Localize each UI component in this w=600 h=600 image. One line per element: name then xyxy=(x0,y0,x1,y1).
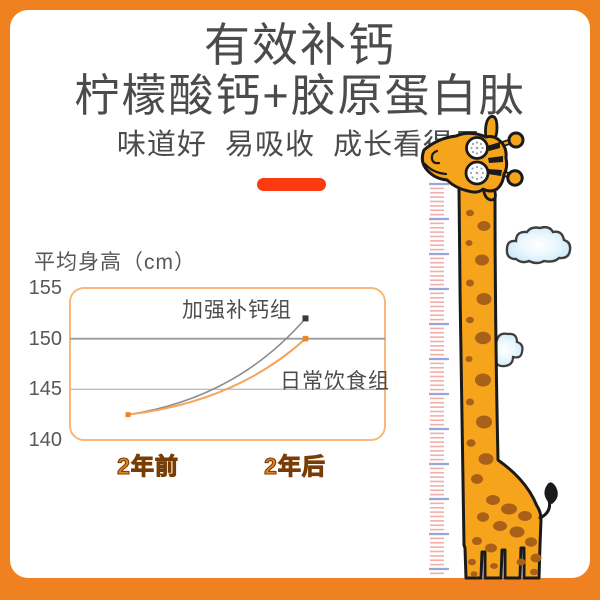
ytick-140: 140 xyxy=(28,429,62,451)
giraffe xyxy=(420,115,558,580)
giraffe-eye-top xyxy=(465,136,489,160)
giraffe-mouth xyxy=(423,162,448,176)
giraffe-tail-tuft xyxy=(544,482,558,504)
xtick-0: 2年前 xyxy=(117,452,179,479)
marker-end-0 xyxy=(302,315,309,322)
headline-line2: 柠檬酸钙+胶原蛋白肽 xyxy=(74,70,526,121)
giraffe-stripes xyxy=(487,142,503,176)
marker-start xyxy=(125,412,131,418)
series-label-0: 加强补钙组 xyxy=(182,299,292,322)
series-label-1: 日常饮食组 xyxy=(280,370,390,393)
giraffe-eye-bottom xyxy=(464,160,490,186)
height-ruler xyxy=(429,182,449,575)
plot-box xyxy=(69,287,386,441)
headline-line1: 有效补钙 xyxy=(204,19,396,71)
ytick-150: 150 xyxy=(28,327,62,350)
giraffe-nostril xyxy=(430,149,441,165)
accent-bar xyxy=(257,178,326,191)
giraffe-spots xyxy=(465,209,542,577)
ytick-145: 145 xyxy=(28,378,62,401)
cloud-large-icon xyxy=(505,225,572,265)
marker-end-1 xyxy=(302,335,309,342)
series-curve-0 xyxy=(127,317,307,416)
ytick-155: 155 xyxy=(28,277,62,299)
xtick-1: 2年后 xyxy=(264,452,326,479)
chart-title: 平均身高（cm） xyxy=(34,251,196,274)
series-curve-1 xyxy=(127,337,307,416)
